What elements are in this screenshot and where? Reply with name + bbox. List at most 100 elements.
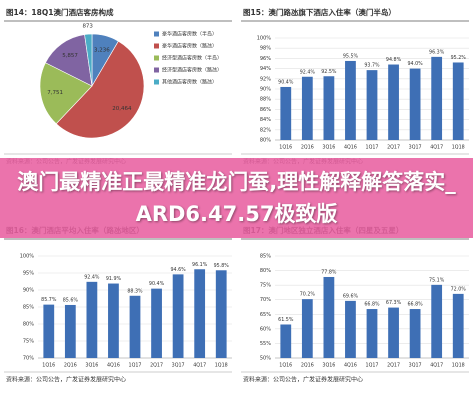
y-tick-label: 85% [260,254,271,260]
y-tick-label: 95% [23,271,34,277]
bar [388,307,399,358]
y-tick-label: 100% [20,254,35,260]
y-tick-label: 90% [260,87,271,93]
x-tick-label: 1Q18 [452,145,465,151]
bar [172,274,184,358]
value-label: 75.1% [429,277,445,283]
y-tick-label: 55% [260,341,271,347]
source: 资料来源：公司公告，广发证券发展研究中心 [243,376,363,384]
x-tick-label: 4Q17 [430,363,443,369]
legend-label: 豪华酒店客房数（路氹） [162,43,217,50]
value-label: 77.8% [321,269,337,275]
bar [409,68,421,140]
y-tick-label: 96% [260,56,271,62]
x-tick-label: 3Q16 [322,145,335,151]
bar [323,76,335,140]
x-tick-label: 4Q16 [107,363,120,369]
value-label: 92.5% [321,69,337,75]
value-label: 94.0% [407,61,423,67]
y-tick-label: 80% [260,138,271,144]
y-tick-label: 84% [260,117,271,123]
x-tick-label: 4Q16 [344,363,357,369]
y-tick-label: 65% [260,312,271,318]
value-label: 88.3% [127,288,143,294]
legend-swatch [154,55,159,61]
x-tick-label: 2Q17 [150,363,163,369]
value-label: 66.8% [407,302,423,308]
bar [129,295,141,358]
bar [108,283,119,358]
x-tick-label: 3Q17 [409,145,422,151]
bar [280,324,292,358]
value-label: 96.3% [429,49,445,55]
y-tick-label: 100% [257,36,272,42]
bar [431,284,443,358]
value-label: 92.4% [84,274,100,280]
x-tick-label: 3Q17 [409,363,422,369]
legend-swatch [154,31,159,37]
y-tick-label: 70% [23,356,34,362]
pie-slice [45,34,93,87]
legend-swatch [154,43,159,49]
value-label: 92.4% [300,69,316,75]
x-tick-label: 1Q17 [366,145,379,151]
legend-label: 豪华酒店客房数（半岛） [162,31,217,38]
y-tick-label: 86% [260,107,271,113]
value-label: 69.6% [343,293,359,299]
bar [388,64,399,140]
x-tick-label: 3Q17 [172,363,185,369]
x-tick-label: 2Q17 [387,363,400,369]
value-label: 85.6% [63,297,79,303]
value-label: 95.5% [343,53,359,59]
x-tick-label: 2Q16 [301,145,314,151]
x-tick-label: 4Q16 [344,145,357,151]
bar [452,293,464,358]
y-tick-label: 75% [260,283,271,289]
bar [86,281,98,358]
value-label: 61.5% [278,317,294,323]
bar [215,270,227,358]
bar [345,300,356,358]
bar [301,299,313,358]
slice-label: 20,464 [112,106,132,112]
x-tick-label: 1Q18 [452,363,465,369]
value-label: 95.8% [214,263,230,269]
bar [452,62,464,141]
y-tick-label: 80% [260,268,271,274]
x-tick-label: 1Q17 [366,363,379,369]
bar [301,76,313,140]
y-tick-label: 94% [260,66,271,72]
bar [280,86,292,140]
value-label: 70.2% [300,292,316,298]
x-tick-label: 1Q16 [279,145,292,151]
legend-label: 经济型酒店客房数（路氹） [162,67,222,74]
x-tick-label: 2Q16 [301,363,314,369]
y-tick-label: 90% [23,288,34,294]
x-tick-label: 2Q16 [64,363,77,369]
source: 资料来源：公司公告，广发证券发展研究中心 [6,376,126,384]
value-label: 90.4% [149,281,165,287]
legend-swatch [154,67,159,73]
x-tick-label: 1Q16 [42,363,55,369]
bar [366,309,378,358]
legend-label: 经济型酒店客房数（半岛） [162,55,222,62]
bar [64,304,76,358]
y-tick-label: 80% [23,322,34,328]
bar [409,309,421,358]
slice-label: 873 [82,24,93,30]
x-tick-label: 2Q17 [387,145,400,151]
value-label: 66.8% [364,302,380,308]
bar [151,288,162,358]
bar [366,70,378,140]
y-tick-label: 70% [260,297,271,303]
x-tick-label: 4Q17 [430,145,443,151]
value-label: 94.6% [170,267,186,273]
value-label: 67.3% [386,300,402,306]
slice-label: 5,857 [62,53,78,59]
slice-label: 7,751 [47,90,63,96]
bar [323,276,335,358]
value-label: 85.7% [41,297,57,303]
bar [345,60,356,141]
chart-title: 图14：18Q1澳门酒店客房构成 [6,7,114,17]
